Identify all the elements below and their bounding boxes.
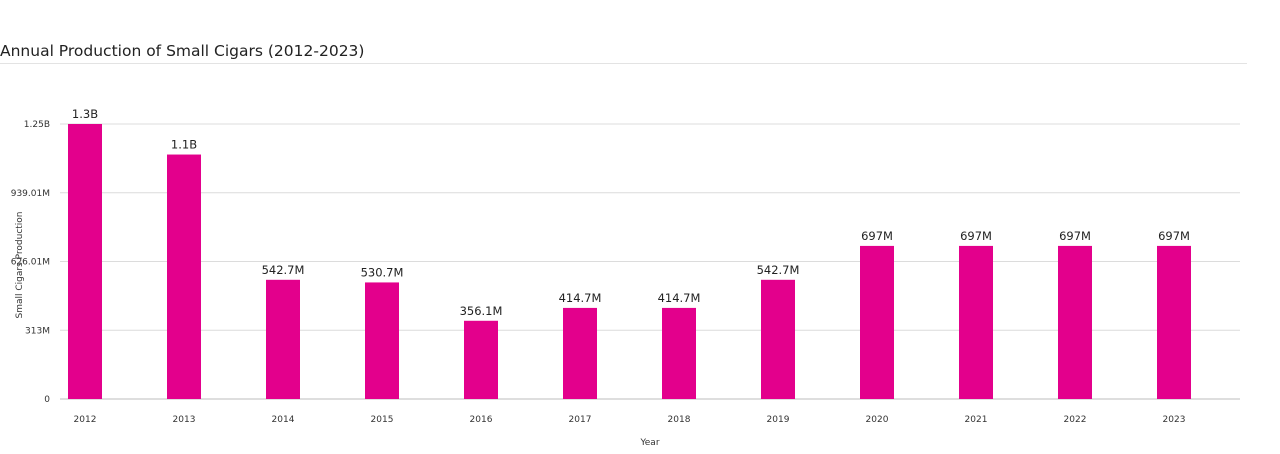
bar-2020[interactable] <box>860 245 894 399</box>
data-label: 356.1M <box>460 304 503 318</box>
bar-data-labels: 1.3B 1.1B 542.7M 530.7M 356.1M 414.7M 414.7M 54… <box>72 107 1190 318</box>
y-tick-label: 1.25B <box>24 120 50 130</box>
y-tick-label: 626.01M <box>11 258 50 268</box>
y-tick-label: 313M <box>25 326 50 336</box>
chart-title: Annual Production of Small Cigars (2012-… <box>0 42 365 60</box>
data-label: 542.7M <box>757 263 800 277</box>
bar-2019[interactable] <box>761 279 795 399</box>
data-label: 414.7M <box>559 291 602 305</box>
gridlines <box>60 123 1240 400</box>
x-tick-label: 2020 <box>866 415 889 425</box>
bar-2012[interactable] <box>68 123 102 399</box>
data-label: 697M <box>960 229 992 243</box>
bar-2017[interactable] <box>563 307 597 399</box>
y-tick-label: 939.01M <box>11 189 50 199</box>
title-divider <box>0 63 1247 64</box>
x-tick-label: 2012 <box>74 415 97 425</box>
data-label: 1.1B <box>171 138 197 152</box>
data-label: 414.7M <box>658 291 701 305</box>
x-tick-label: 2021 <box>965 415 988 425</box>
bar-2015[interactable] <box>365 282 399 399</box>
y-axis-ticks: 0 313M 626.01M 939.01M 1.25B <box>11 120 51 405</box>
x-tick-label: 2017 <box>569 415 592 425</box>
data-label: 697M <box>1158 229 1190 243</box>
x-tick-label: 2015 <box>371 415 394 425</box>
x-tick-label: 2023 <box>1163 415 1186 425</box>
x-axis-label: Year <box>639 438 659 448</box>
x-tick-label: 2016 <box>470 415 493 425</box>
data-label: 1.3B <box>72 107 98 121</box>
bar-2018[interactable] <box>662 307 696 399</box>
data-label: 530.7M <box>361 265 404 279</box>
x-tick-label: 2018 <box>668 415 691 425</box>
data-label: 542.7M <box>262 263 305 277</box>
y-axis-label: Small Cigars Production <box>15 211 25 318</box>
data-label: 697M <box>861 229 893 243</box>
bar-2023[interactable] <box>1157 245 1191 399</box>
x-tick-label: 2013 <box>173 415 196 425</box>
x-tick-label: 2019 <box>767 415 790 425</box>
bar-2022[interactable] <box>1058 245 1092 399</box>
x-axis-ticks: 2012 2013 2014 2015 2016 2017 2018 2019 2020 2021… <box>74 415 1186 425</box>
x-tick-label: 2022 <box>1064 415 1087 425</box>
x-tick-label: 2014 <box>272 415 295 425</box>
bars <box>68 123 1191 399</box>
y-tick-label: 0 <box>44 395 50 405</box>
bar-2013[interactable] <box>167 154 201 399</box>
data-label: 697M <box>1059 229 1091 243</box>
bar-2014[interactable] <box>266 279 300 399</box>
bar-2016[interactable] <box>464 320 498 399</box>
bar-2021[interactable] <box>959 245 993 399</box>
